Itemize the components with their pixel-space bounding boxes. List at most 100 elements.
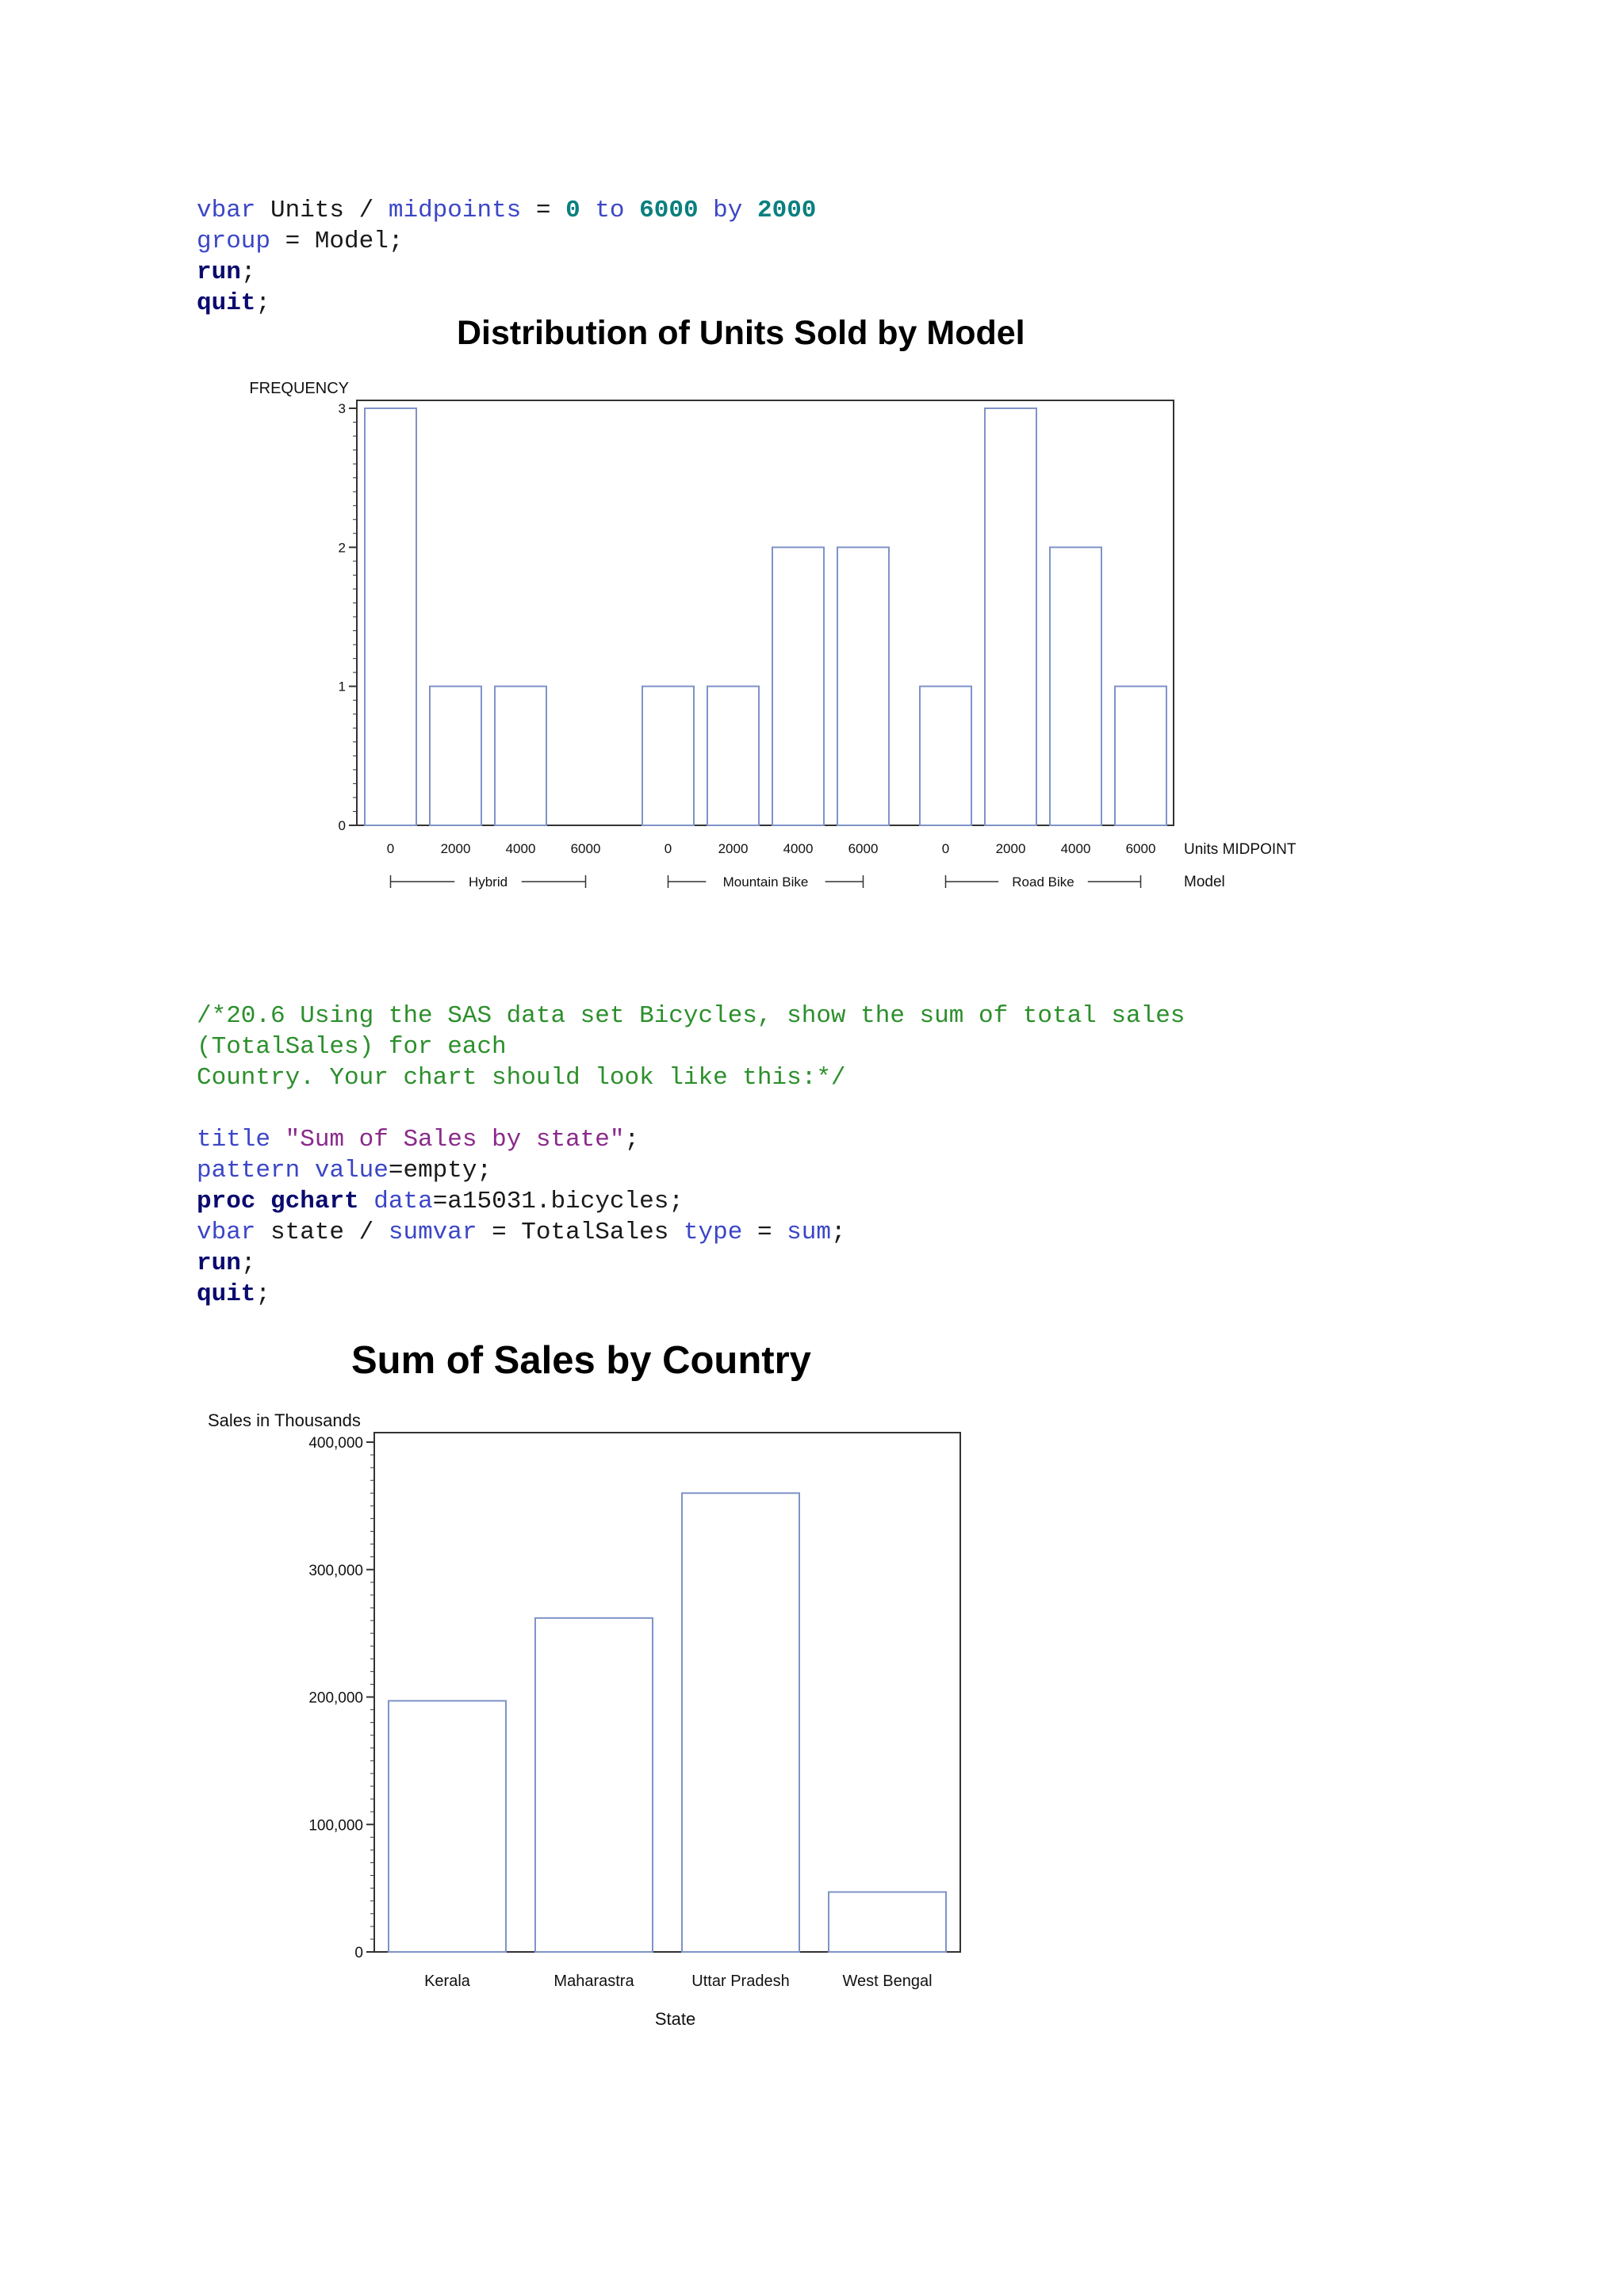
code-text: = [521, 197, 566, 224]
x-tick-label: 4000 [783, 841, 814, 856]
keyword: to [580, 197, 640, 224]
keyword: sumvar [388, 1219, 477, 1246]
y-tick-label: 0 [354, 1945, 363, 1961]
x-tick-label: 0 [387, 841, 394, 856]
code-text: ; [240, 258, 256, 286]
x-tick-label: 0 [665, 841, 672, 856]
plot-frame [373, 1432, 961, 1953]
comment-line: (TotalSales) for each [197, 1033, 507, 1061]
histogram-bar [984, 408, 1037, 826]
keyword: quit [197, 1280, 256, 1308]
code-text: =empty; [388, 1157, 492, 1184]
bar [681, 1492, 800, 1954]
y-axis-label: FREQUENCY [249, 380, 349, 397]
code-text: = [742, 1219, 787, 1246]
comment-line: /*20.6 Using the SAS data set Bicycles, … [197, 1002, 1185, 1030]
code-line: group = Model; [197, 228, 403, 255]
number: 0 [565, 197, 580, 224]
x-tick-label: West Bengal [842, 1973, 932, 1990]
code-line: run; [197, 1249, 255, 1277]
code-line: quit; [197, 1280, 270, 1308]
y-tick-label: 0 [339, 818, 346, 833]
y-tick-label: 300,000 [308, 1563, 363, 1579]
keyword: pattern [197, 1157, 301, 1184]
code-text: state / [255, 1219, 389, 1246]
group-label: Hybrid [469, 874, 508, 890]
code-text: = TotalSales [477, 1219, 684, 1246]
group-label: Mountain Bike [723, 874, 809, 890]
histogram-bar [837, 546, 890, 826]
histogram-bar [364, 408, 417, 826]
x-tick-label: 0 [942, 841, 949, 856]
x-tick-label: Kerala [424, 1973, 471, 1990]
code-text: ; [255, 1280, 271, 1308]
x-tick-label: Uttar Pradesh [691, 1973, 789, 1990]
chart2-bar-chart: Sales in Thousands 0 100,000 200,000 300,000… [208, 1410, 961, 2029]
x-tick-label: 2000 [441, 841, 471, 856]
x-tick-label: 6000 [571, 841, 601, 856]
keyword: run [197, 258, 241, 286]
histogram-bar [772, 546, 825, 826]
code-line: proc gchart data=a15031.bicycles; [197, 1188, 684, 1215]
bar [388, 1700, 507, 1953]
x-tick-label: 6000 [1126, 841, 1156, 856]
chart1-title: Distribution of Units Sold by Model [457, 314, 1025, 352]
code-text: ; [240, 1249, 256, 1277]
number: 6000 [639, 197, 699, 224]
keyword: vbar [197, 1219, 256, 1246]
y-tick-label: 200,000 [308, 1690, 363, 1707]
histogram-bar [642, 685, 695, 826]
x-axis-label: Units MIDPOINT [1184, 841, 1297, 858]
code-line: vbar Units / midpoints = 0 to 6000 by 20… [197, 197, 816, 224]
keyword: sum [787, 1219, 831, 1246]
y-tick-label: 3 [339, 401, 346, 416]
histogram-bar [429, 685, 482, 826]
bar [828, 1891, 947, 1954]
keyword: data [373, 1188, 433, 1215]
y-tick-label: 1 [339, 679, 346, 695]
keyword: by [698, 197, 757, 224]
code-text [270, 1126, 285, 1154]
string: "Sum of Sales by state" [285, 1126, 625, 1154]
code-line: pattern value=empty; [197, 1157, 492, 1184]
code-text: ; [255, 289, 271, 317]
y-axis-label: Sales in Thousands [208, 1410, 361, 1430]
code-text: ; [830, 1219, 846, 1246]
code-text: = Model; [270, 228, 404, 255]
histogram-bar [1049, 546, 1102, 826]
code-text: Units / [255, 197, 389, 224]
code-text [359, 1188, 374, 1215]
x-tick-label: 6000 [848, 841, 879, 856]
plot-frame [356, 400, 1174, 826]
code-block-2: title "Sum of Sales by state"; pattern v… [197, 1124, 846, 1310]
keyword: vbar [197, 197, 256, 224]
histogram-bar [1114, 685, 1167, 826]
x-tick-label: 4000 [1061, 841, 1091, 856]
code-text [300, 1157, 315, 1184]
x-tick-label: 2000 [996, 841, 1026, 856]
code-text [255, 1188, 270, 1215]
bar [534, 1617, 653, 1953]
histogram-bar [919, 685, 972, 826]
keyword: group [197, 228, 271, 255]
code-line: quit; [197, 289, 270, 317]
code-line: run; [197, 258, 255, 286]
number: 2000 [756, 197, 817, 224]
keyword: value [314, 1157, 389, 1184]
keyword: type [683, 1219, 743, 1246]
keyword: run [197, 1249, 241, 1277]
keyword: midpoints [388, 197, 522, 224]
chart2-title: Sum of Sales by Country [351, 1339, 811, 1382]
code-text: =a15031.bicycles; [432, 1188, 684, 1215]
y-tick-label: 100,000 [308, 1817, 363, 1834]
comment-line: Country. Your chart should look like thi… [197, 1064, 846, 1092]
y-tick-label: 2 [339, 540, 346, 555]
code-text: ; [624, 1126, 640, 1154]
x-axis-label: State [655, 2009, 695, 2029]
code-block-1: vbar Units / midpoints = 0 to 6000 by 20… [197, 195, 816, 319]
y-tick-label: 400,000 [308, 1435, 363, 1452]
keyword: gchart [270, 1188, 359, 1215]
histogram-bar [494, 685, 547, 826]
keyword: proc [197, 1188, 256, 1215]
chart1-histogram: FREQUENCY 0 1 2 3 0 2000 4000 6000 Hybrid 0 2000 400… [249, 380, 1297, 890]
